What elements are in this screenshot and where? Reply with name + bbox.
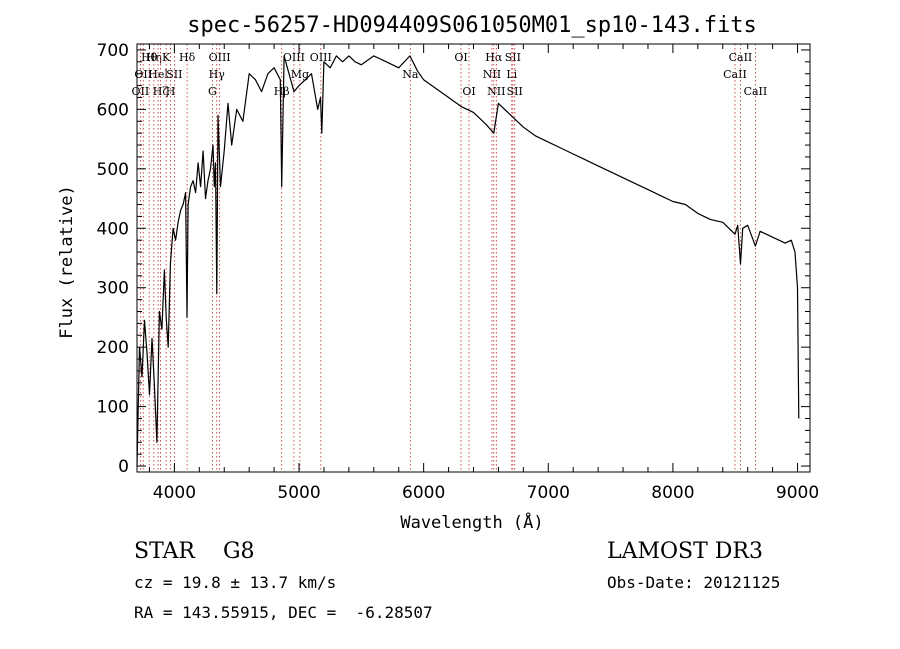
line-label: Hα: [485, 51, 503, 64]
line-label: H: [166, 85, 176, 98]
line-label: K: [162, 51, 171, 64]
redshift-cz: cz = 19.8 ± 13.7 km/s: [134, 573, 337, 592]
spectrum-series: [136, 55, 800, 467]
line-label: OIII: [209, 51, 231, 64]
y-tick-label: 700: [97, 41, 129, 61]
x-tick-label: 5000: [277, 483, 320, 503]
observation-date: Obs-Date: 20121125: [607, 573, 781, 592]
x-tick-label: 8000: [651, 483, 694, 503]
y-tick-label: 100: [97, 398, 129, 418]
x-tick-label: 4000: [153, 483, 196, 503]
y-tick-label: 200: [97, 338, 129, 358]
x-tick-label: 9000: [776, 483, 819, 503]
y-axis-label: Flux (relative): [57, 185, 77, 339]
line-label: OII: [134, 68, 152, 81]
y-tick-label: 400: [97, 219, 129, 239]
x-tick-label: 6000: [402, 483, 445, 503]
line-label: Hδ: [179, 51, 196, 64]
spectrum-line: [136, 55, 800, 467]
x-axis-label: Wavelength (Å): [400, 511, 543, 533]
survey-name: LAMOST DR3: [607, 539, 763, 564]
line-label: OIII: [283, 51, 305, 64]
line-label: OIII: [310, 51, 332, 64]
x-tick-label: 7000: [527, 483, 570, 503]
line-label: CaII: [723, 68, 747, 81]
object-type: STAR G8: [134, 539, 255, 564]
spectral-line-markers: OIIOIIHθHηHelHζKHSIIHδGHγOIIIHβOIIIMgOII…: [132, 44, 768, 472]
line-label: OI: [454, 51, 467, 64]
y-tick-label: 600: [97, 100, 129, 120]
plot-frame: [136, 43, 811, 473]
line-label: SII: [505, 51, 521, 64]
y-tick-label: 0: [118, 457, 129, 477]
line-label: Hel: [148, 68, 168, 81]
line-label: Hη: [146, 51, 162, 64]
line-label: NII: [487, 85, 505, 98]
y-tick-label: 500: [97, 160, 129, 180]
line-label: Mg: [291, 68, 309, 81]
line-label: Na: [402, 68, 419, 81]
chart-title: spec-56257-HD094409S061050M01_sp10-143.f…: [187, 13, 757, 38]
line-label: OII: [132, 85, 150, 98]
coordinates: RA = 143.55915, DEC = -6.28507: [134, 603, 433, 622]
line-label: SII: [166, 68, 182, 81]
line-label: G: [208, 85, 217, 98]
line-label: Hγ: [209, 68, 226, 81]
line-label: Li: [506, 68, 517, 81]
line-label: OI: [462, 85, 475, 98]
line-label: NII: [483, 68, 501, 81]
axes: 4000 5000 6000 7000 8000 9000 0 100 200 300 400 500…: [97, 41, 820, 503]
line-label: CaII: [744, 85, 768, 98]
line-label: SII: [507, 85, 523, 98]
line-label: Hβ: [274, 85, 290, 98]
line-label: Hζ: [153, 85, 169, 98]
line-label: CaII: [729, 51, 753, 64]
y-tick-label: 300: [97, 279, 129, 299]
